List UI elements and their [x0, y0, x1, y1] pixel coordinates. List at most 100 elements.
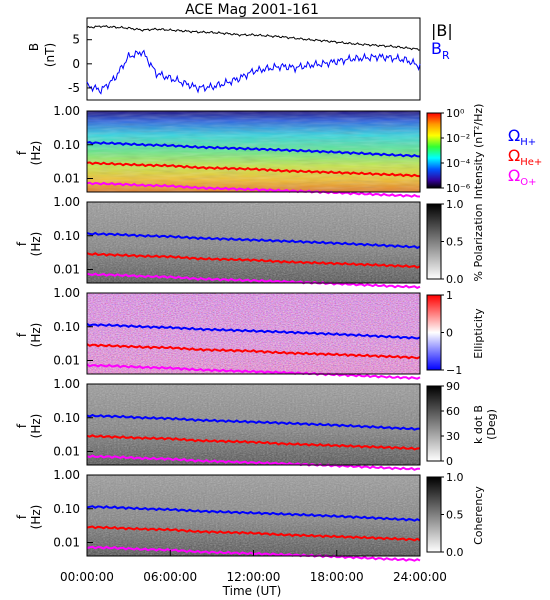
ytick-label: 0.01	[53, 172, 80, 186]
colorbar-tick-label: 90	[446, 380, 460, 393]
xtick-label: 24:00:00	[393, 570, 447, 584]
colorbar-label-line2: (Deg)	[485, 409, 498, 440]
colorbar	[426, 203, 442, 280]
colorbar-tick-label: 1.0	[446, 471, 464, 484]
ytick-label: 1.00	[53, 286, 80, 300]
gyro-line-Hplus	[86, 231, 421, 250]
panel-frame	[86, 110, 421, 193]
legend-subscript: He+	[520, 157, 542, 168]
legend-symbol: Ω	[508, 146, 520, 165]
heatmap-texture	[87, 202, 420, 283]
ylabel-line1: f	[15, 241, 29, 246]
panel-polarization: 1.00 0.10 0.01 f (Hz) 1.0 0.5 0.0 % Polarization	[15, 195, 485, 290]
gyro-line-Hplus	[86, 141, 421, 158]
ylabel-line1: f	[15, 514, 29, 519]
colorbar	[426, 385, 442, 462]
colorbar-tick-label: 0.0	[446, 546, 464, 559]
ylabel-line1: f	[15, 423, 29, 428]
xtick-label: 00:00:00	[60, 570, 114, 584]
ytick-label: 0.10	[53, 502, 80, 516]
ylabel-line2: (Hz)	[29, 232, 43, 257]
gyro-line-Heplus	[86, 161, 421, 178]
colorbar-tick-label: 1.0	[446, 198, 464, 211]
ytick-label: 0.10	[53, 320, 80, 334]
panel-kdotb: 1.00 0.10 0.01 f (Hz) 90 60 30 0 k dot B (Deg)	[15, 377, 498, 471]
colorbar-tick-label: 30	[446, 430, 460, 443]
legend-entry: ΩHe+	[508, 146, 542, 168]
ylabel-b-line1: B	[27, 43, 41, 51]
legend-entry: ΩO+	[508, 166, 536, 188]
ytick-label: 0.01	[53, 354, 80, 368]
panel-ellipticity: 1.00 0.10 0.01 f (Hz) 1 0 −1 Ellipticity	[15, 286, 485, 380]
ytick-label: 0.01	[53, 263, 80, 277]
colorbar-label: Ellipticity	[472, 308, 485, 359]
xtick-label: 06:00:00	[143, 570, 197, 584]
ytick-label: 0.10	[53, 138, 80, 152]
colorbar-tick-label: 10⁻⁶	[446, 182, 471, 195]
time-axis: 00:00:00 06:00:00 12:00:00 18:00:00 24:00:00	[60, 550, 447, 584]
colorbar-label: Intensity (nT²/Hz)	[472, 104, 485, 200]
ytick-label: 5	[72, 33, 80, 47]
ytick-label: 1.00	[53, 377, 80, 391]
gyro-line-Hplus	[86, 505, 421, 522]
colorbar-tick-label: 10⁻⁴	[446, 157, 471, 170]
ylabel-line2: (Hz)	[29, 141, 43, 166]
colorbar-tick-label: 0.5	[446, 236, 464, 249]
legend-br-main: B	[431, 39, 442, 58]
gyro-line-Heplus	[86, 343, 421, 360]
ytick-label: 0.01	[53, 445, 80, 459]
colorbar-tick-label: 0	[446, 455, 453, 468]
panel-coherency: 1.00 0.10 0.01 f (Hz) 1.0 0.5 0.0 Coherency	[15, 468, 485, 562]
ylabel-b-line2: (nT)	[43, 43, 57, 67]
colorbar	[426, 112, 442, 189]
figure-title: ACE Mag 2001-161	[185, 2, 319, 18]
panel-magnetic-field: 50-5 B (nT) |B| BR	[27, 17, 453, 101]
colorbar-tick-label: 0	[446, 327, 453, 340]
ylabel-line2: (Hz)	[29, 323, 43, 348]
series-line-btotal	[86, 24, 421, 51]
legend-br-sub: R	[442, 49, 450, 62]
heatmap-texture	[87, 475, 420, 556]
gyro-line-Oplus	[86, 363, 421, 380]
xtick-label: 18:00:00	[310, 570, 364, 584]
colorbar-tick-label: 0.5	[446, 509, 464, 522]
legend-symbol: Ω	[508, 126, 520, 145]
colorbar-tick-label: −1	[446, 364, 462, 377]
panel-frame	[86, 201, 421, 284]
gyro-line-Heplus	[86, 434, 421, 451]
heatmap-texture	[87, 384, 420, 465]
ytick-label: 0.10	[53, 229, 80, 243]
panel-frame	[86, 292, 421, 375]
colorbar	[426, 294, 442, 371]
colorbar-label: % Polarization	[472, 204, 485, 282]
colorbar-label-line1: k dot B	[472, 405, 485, 444]
ytick-label: 1.00	[53, 104, 80, 118]
legend-symbol: Ω	[508, 166, 520, 185]
colorbar-tick-label: 10⁻²	[446, 132, 470, 145]
ylabel-line2: (Hz)	[29, 414, 43, 439]
colorbar	[426, 476, 442, 553]
heatmap-texture	[87, 293, 420, 374]
colorbar-tick-label: 10⁰	[446, 107, 465, 120]
bfield-yticks: 5 0 -5	[68, 33, 92, 95]
gyro-line-Heplus	[86, 525, 421, 542]
legend-subscript: H+	[520, 137, 536, 148]
ytick-label: 0.01	[53, 536, 80, 550]
series-line-br	[86, 49, 421, 95]
xaxis-label: Time (UT)	[222, 584, 282, 598]
colorbar-label: Coherency	[472, 486, 485, 545]
legend-entry: ΩH+	[508, 126, 536, 148]
colorbar-tick-label: 60	[446, 405, 460, 418]
legend-btotal: |B|	[431, 21, 453, 40]
ytick-label: 0.10	[53, 411, 80, 425]
colorbar-tick-label: 1	[446, 289, 453, 302]
gyro-line-Oplus	[86, 181, 421, 198]
ytick-label: 1.00	[53, 195, 80, 209]
gyro-line-Hplus	[86, 413, 421, 431]
gyro-line-Heplus	[86, 252, 421, 269]
heatmap-texture	[87, 111, 420, 192]
legend-subscript: O+	[520, 177, 536, 188]
ylabel-line1: f	[15, 332, 29, 337]
